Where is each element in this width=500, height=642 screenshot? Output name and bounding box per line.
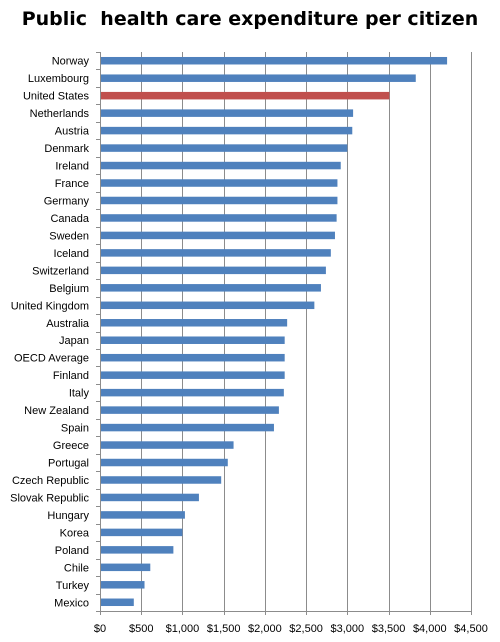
- category-label-japan: Japan: [59, 335, 89, 347]
- bar-australia: [100, 319, 288, 327]
- gridlines: [141, 52, 472, 611]
- bar-norway: [100, 56, 448, 65]
- category-label-netherlands: Netherlands: [30, 108, 90, 120]
- category-label-mexico: Mexico: [54, 597, 89, 609]
- bar-mexico: [100, 598, 134, 607]
- x-tick-label-3-000: $3,000: [331, 623, 365, 635]
- bar-greece: [100, 441, 234, 449]
- category-label-korea: Korea: [60, 527, 90, 539]
- category-label-united-states: United States: [23, 91, 90, 103]
- bar-chile: [100, 563, 151, 572]
- chart-title: Public health care expenditure per citiz…: [21, 8, 479, 30]
- bar-korea: [100, 528, 183, 537]
- category-label-denmark: Denmark: [44, 143, 89, 155]
- bar-czech-republic: [100, 476, 222, 484]
- category-label-france: France: [55, 178, 89, 190]
- x-tick-label-500: $500: [129, 623, 153, 635]
- category-label-turkey: Turkey: [56, 580, 90, 592]
- category-label-portugal: Portugal: [48, 458, 89, 470]
- category-label-luxembourg: Luxembourg: [28, 73, 89, 85]
- x-tick-labels: $0 $500 $1,000 $1,500 $2,000 $2,500 $3,000 $3,5…: [94, 623, 488, 635]
- category-label-sweden: Sweden: [49, 230, 89, 242]
- bar-canada: [100, 214, 337, 222]
- category-label-czech-republic: Czech Republic: [12, 475, 90, 487]
- bar-netherlands: [100, 109, 354, 117]
- category-label-austria: Austria: [55, 126, 90, 138]
- category-label-belgium: Belgium: [49, 283, 89, 295]
- category-label-spain: Spain: [61, 423, 89, 435]
- category-label-iceland: Iceland: [54, 248, 89, 260]
- x-tick-label-4-500: $4,500: [454, 623, 488, 635]
- category-label-chile: Chile: [64, 562, 89, 574]
- bar-sweden: [100, 231, 335, 240]
- category-label-new-zealand: New Zealand: [24, 405, 89, 417]
- bars: [100, 56, 448, 607]
- bar-france: [100, 179, 338, 187]
- bar-new-zealand: [100, 406, 279, 414]
- category-label-switzerland: Switzerland: [32, 265, 89, 277]
- x-tick-label-2-500: $2,500: [289, 623, 323, 635]
- x-tick-label-2-000: $2,000: [248, 623, 282, 635]
- bar-united-states: [100, 91, 390, 100]
- x-tick-label-0: $0: [94, 623, 106, 635]
- bar-germany: [100, 196, 338, 205]
- category-label-norway: Norway: [52, 56, 90, 68]
- bar-oecd-average: [100, 353, 285, 362]
- category-label-united-kingdom: United Kingdom: [11, 300, 89, 312]
- bar-iceland: [100, 249, 331, 257]
- category-label-australia: Australia: [46, 318, 90, 330]
- x-tick-label-4-000: $4,000: [413, 623, 447, 635]
- bar-hungary: [100, 511, 185, 519]
- bar-turkey: [100, 581, 145, 589]
- category-label-poland: Poland: [55, 545, 89, 557]
- axes: [96, 52, 472, 615]
- bar-denmark: [100, 144, 348, 152]
- category-label-italy: Italy: [69, 388, 90, 400]
- x-tick-label-1-500: $1,500: [207, 623, 241, 635]
- category-label-slovak-republic: Slovak Republic: [10, 492, 89, 504]
- category-label-germany: Germany: [44, 195, 90, 207]
- bar-japan: [100, 336, 285, 344]
- x-tick-label-3-500: $3,500: [372, 623, 406, 635]
- category-label-canada: Canada: [50, 213, 89, 225]
- bar-switzerland: [100, 266, 326, 275]
- bar-portugal: [100, 458, 228, 467]
- category-label-finland: Finland: [53, 370, 89, 382]
- x-tick-label-1-000: $1,000: [166, 623, 200, 635]
- bar-luxembourg: [100, 74, 416, 82]
- bar-ireland: [100, 161, 341, 170]
- bar-poland: [100, 546, 174, 554]
- bar-belgium: [100, 284, 321, 292]
- bar-austria: [100, 126, 353, 135]
- category-label-greece: Greece: [53, 440, 89, 452]
- category-labels: Norway Luxembourg United States Netherlands…: [10, 56, 90, 610]
- category-label-oecd-average: OECD Average: [14, 353, 89, 365]
- bar-united-kingdom: [100, 301, 315, 310]
- category-label-hungary: Hungary: [47, 510, 89, 522]
- bar-finland: [100, 371, 285, 379]
- category-label-ireland: Ireland: [55, 161, 89, 173]
- bar-slovak-republic: [100, 493, 199, 502]
- bar-italy: [100, 388, 284, 397]
- bar-spain: [100, 423, 274, 432]
